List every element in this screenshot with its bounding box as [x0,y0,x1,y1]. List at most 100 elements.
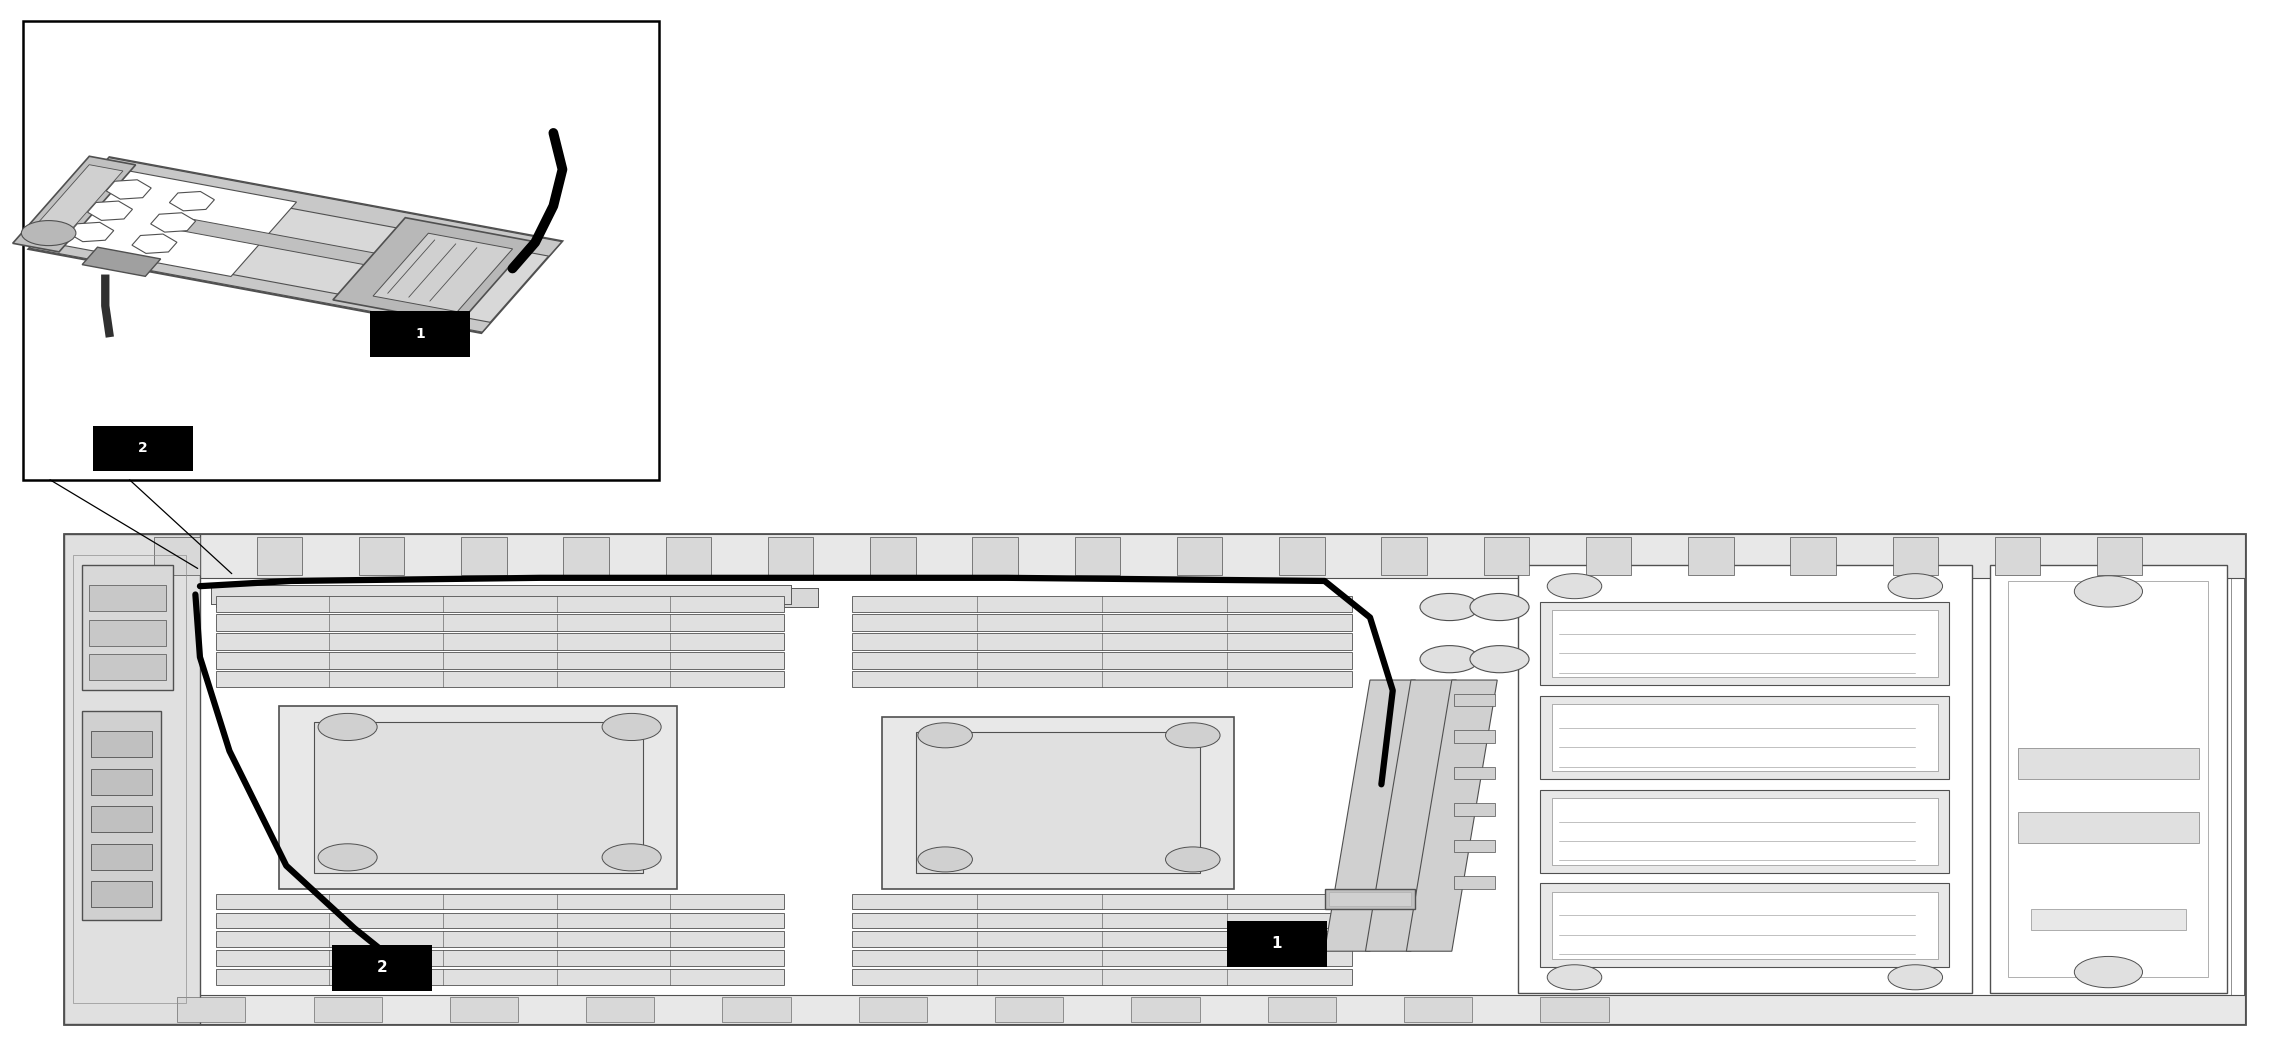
Bar [91,881,152,907]
Bar [216,633,784,650]
Polygon shape [107,179,152,199]
Polygon shape [175,218,395,268]
Bar [73,555,186,1003]
Bar [359,537,404,575]
Polygon shape [30,157,561,333]
Bar [211,585,791,604]
Bar [1227,921,1327,967]
Bar [2008,581,2208,977]
Bar [1268,997,1336,1022]
Bar [89,620,166,646]
Polygon shape [1325,680,1415,951]
Bar [1381,537,1427,575]
Circle shape [20,220,75,245]
Bar [1484,537,1529,575]
Bar [314,722,643,873]
Bar [1329,892,1411,906]
Bar [91,731,152,757]
Bar [211,585,791,604]
Bar [450,997,518,1022]
Circle shape [1470,593,1529,621]
Bar [216,588,818,607]
Bar [279,706,677,889]
Bar [211,585,791,604]
Bar [89,585,166,611]
Bar [64,534,2245,1024]
Bar [314,997,382,1022]
Bar [223,586,791,607]
Circle shape [2074,576,2142,607]
Bar [1404,997,1472,1022]
Bar [666,537,711,575]
Bar [2031,909,2186,930]
Text: 2: 2 [377,961,386,975]
Bar [1790,537,1836,575]
Polygon shape [170,192,214,211]
Circle shape [918,723,972,748]
Bar [89,654,166,680]
Bar [216,614,784,631]
Bar [852,652,1352,669]
Bar [1995,537,2040,575]
Bar [211,585,791,604]
Bar [859,997,927,1022]
Bar [1540,997,1609,1022]
Bar [23,21,659,480]
Circle shape [318,713,377,741]
Bar [77,542,2231,1012]
Bar [2018,748,2199,779]
Bar [852,950,1352,966]
Bar [216,894,784,909]
Bar [223,586,791,607]
Polygon shape [132,234,177,253]
Bar [216,588,818,607]
Bar [995,997,1063,1022]
Bar [82,711,161,920]
Polygon shape [334,218,532,323]
Polygon shape [82,247,161,276]
Bar [1540,696,1949,779]
Bar [1552,798,1938,865]
Text: 1: 1 [1272,937,1281,951]
Bar [1177,537,1222,575]
Circle shape [1888,965,1943,990]
Polygon shape [14,156,136,252]
Bar [1454,876,1495,889]
Circle shape [602,713,661,741]
Bar [768,537,813,575]
Bar [1325,889,1415,909]
Circle shape [1420,646,1479,673]
Bar [1893,537,1938,575]
Polygon shape [95,157,561,257]
Bar [2018,811,2199,843]
Bar [1075,537,1120,575]
Bar [563,537,609,575]
Bar [1454,694,1495,706]
Bar [1454,803,1495,816]
Bar [852,969,1352,985]
Bar [216,652,784,669]
Bar [370,311,470,357]
Bar [586,997,654,1022]
Polygon shape [150,213,195,233]
Bar [1279,537,1325,575]
Circle shape [918,847,972,872]
Bar [91,806,152,832]
Bar [216,671,784,687]
Bar [216,588,818,607]
Circle shape [2074,956,2142,988]
Bar [216,950,784,966]
Bar [1540,790,1949,873]
Bar [177,997,245,1022]
Circle shape [1470,646,1529,673]
Text: 2: 2 [139,441,148,456]
Bar [461,537,507,575]
Bar [870,537,916,575]
Bar [93,426,193,471]
Bar [1688,537,1734,575]
Bar [64,534,200,1024]
Circle shape [318,844,377,871]
Bar [852,671,1352,687]
Bar [223,586,791,607]
Bar [1131,997,1200,1022]
